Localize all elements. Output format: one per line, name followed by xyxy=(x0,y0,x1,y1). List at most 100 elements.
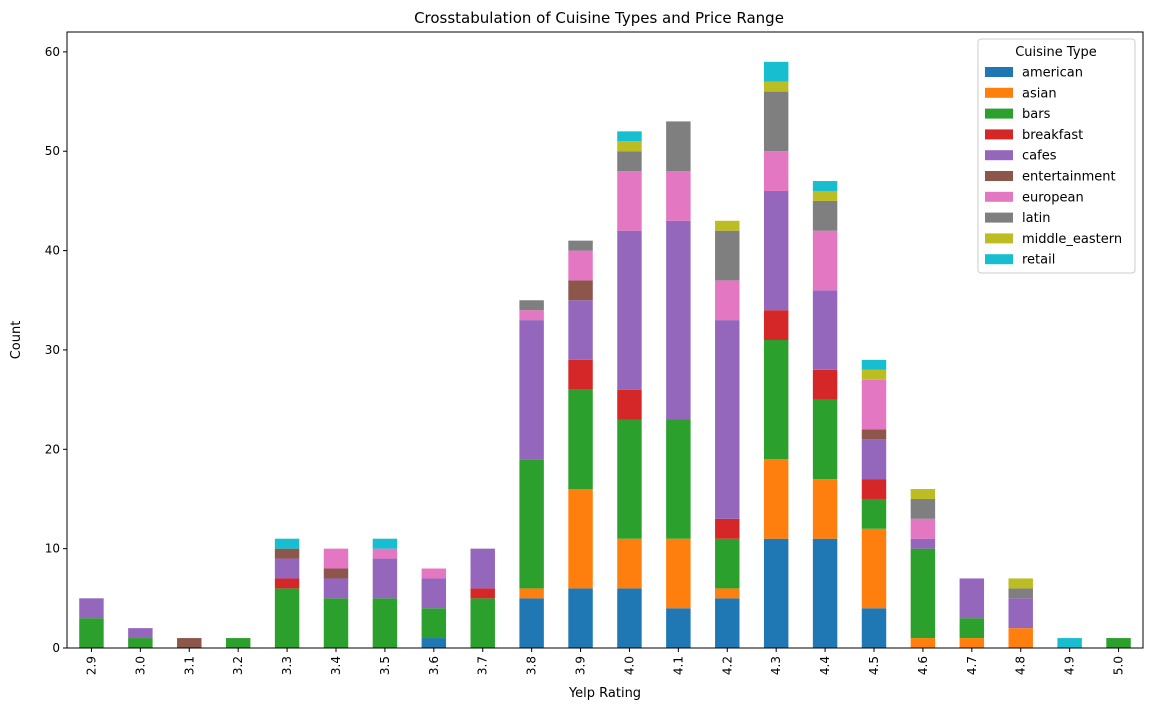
legend-swatch-middle_eastern xyxy=(985,233,1013,244)
bar-segment-european-3.4 xyxy=(323,548,349,569)
bar-segment-cafes-3.5 xyxy=(372,558,398,599)
y-tick-label: 30 xyxy=(45,343,60,357)
bar-segment-latin-4.6 xyxy=(910,498,936,519)
bar-segment-latin-4.2 xyxy=(715,230,740,281)
bar-segment-bars-3.4 xyxy=(323,598,349,648)
x-tick-label: 4.6 xyxy=(916,656,930,675)
bar-segment-breakfast-4.3 xyxy=(763,310,789,340)
bar-segment-breakfast-4.0 xyxy=(617,389,642,420)
bar-segment-american-4.4 xyxy=(812,538,838,648)
legend-swatch-cafes xyxy=(985,150,1013,161)
x-tick-label: 3.2 xyxy=(231,656,245,675)
legend-title: Cuisine Type xyxy=(1015,45,1097,60)
bar-segment-bars-3.7 xyxy=(470,598,495,648)
bar-segment-cafes-3.0 xyxy=(128,628,153,639)
bar-segment-european-4.1 xyxy=(666,171,691,221)
bar-segment-retail-4.9 xyxy=(1057,638,1082,648)
bar-segment-cafes-3.8 xyxy=(519,320,544,460)
bar-segment-middle_eastern-4.8 xyxy=(1008,578,1033,589)
bar-segment-american-3.8 xyxy=(519,598,544,648)
bar-segment-cafes-4.6 xyxy=(910,538,936,549)
bar-segment-middle_eastern-4.4 xyxy=(812,190,838,201)
bar-segment-cafes-2.9 xyxy=(79,598,104,619)
bar-segment-european-3.9 xyxy=(568,250,593,281)
legend-label-latin: latin xyxy=(1022,211,1051,226)
y-tick-label: 60 xyxy=(45,45,60,59)
y-tick-label: 10 xyxy=(45,542,60,556)
chart-title: Crosstabulation of Cuisine Types and Pri… xyxy=(414,9,784,27)
bar-segment-bars-3.0 xyxy=(128,638,153,648)
legend: Cuisine Type american asian bars breakfast c… xyxy=(977,38,1136,274)
x-tick-label: 4.2 xyxy=(720,656,734,675)
bar-segment-bars-4.2 xyxy=(715,538,740,589)
bar-segment-latin-4.8 xyxy=(1008,588,1033,599)
bar-segment-middle_eastern-4.3 xyxy=(763,81,789,92)
bar-segment-cafes-3.4 xyxy=(323,578,349,599)
bar-segment-cafes-4.4 xyxy=(812,290,838,370)
y-axis-label: Count xyxy=(9,321,24,360)
bar-segment-middle_eastern-4.5 xyxy=(861,369,887,380)
bar-segment-asian-4.6 xyxy=(910,638,936,648)
bar-segment-latin-3.8 xyxy=(519,300,544,311)
legend-label-retail: retail xyxy=(1022,253,1055,268)
legend-swatch-european xyxy=(985,191,1013,202)
bar-segment-european-3.8 xyxy=(519,310,544,321)
bar-segment-bars-3.2 xyxy=(225,638,251,648)
bar-segment-breakfast-3.3 xyxy=(274,578,300,589)
y-tick-label: 20 xyxy=(45,442,60,456)
bar-segment-european-4.6 xyxy=(910,518,936,539)
bar-segment-european-4.3 xyxy=(763,151,789,191)
bar-segment-middle_eastern-4.6 xyxy=(910,489,936,499)
x-tick-label: 3.4 xyxy=(329,656,343,675)
bar-segment-middle_eastern-4.2 xyxy=(715,220,740,231)
bar-segment-european-4.4 xyxy=(812,230,838,291)
legend-label-american: american xyxy=(1022,66,1083,81)
bar-segment-asian-4.3 xyxy=(763,459,789,539)
bar-segment-european-3.5 xyxy=(372,548,398,559)
bar-segment-breakfast-3.9 xyxy=(568,359,593,390)
bar-segment-bars-4.1 xyxy=(666,419,691,539)
bar-segment-latin-3.9 xyxy=(568,240,593,251)
bar-segment-cafes-4.1 xyxy=(666,220,691,420)
legend-label-cafes: cafes xyxy=(1022,149,1057,164)
x-tick-label: 3.3 xyxy=(280,656,294,675)
bar-segment-american-4.5 xyxy=(861,608,887,648)
legend-box xyxy=(977,38,1136,274)
legend-label-breakfast: breakfast xyxy=(1022,128,1083,143)
bar-segment-american-4.0 xyxy=(617,588,642,648)
legend-swatch-breakfast xyxy=(985,129,1013,140)
bar-segment-cafes-4.2 xyxy=(715,320,740,519)
x-tick-label: 3.6 xyxy=(427,656,441,675)
bar-segment-bars-3.9 xyxy=(568,389,593,490)
legend-swatch-retail xyxy=(985,254,1013,265)
bar-segment-bars-3.5 xyxy=(372,598,398,648)
bar-segment-cafes-4.7 xyxy=(959,578,985,619)
bar-segment-bars-4.4 xyxy=(812,399,838,480)
x-tick-label: 3.9 xyxy=(574,656,588,675)
bar-segment-breakfast-4.2 xyxy=(715,518,740,539)
bar-segment-entertainment-3.3 xyxy=(274,548,300,559)
bar-segment-latin-4.4 xyxy=(812,200,838,231)
legend-label-bars: bars xyxy=(1022,107,1051,122)
x-tick-label: 3.0 xyxy=(133,656,147,675)
x-tick-label: 5.0 xyxy=(1112,656,1126,675)
bar-segment-asian-4.0 xyxy=(617,538,642,589)
bar-segment-retail-3.5 xyxy=(372,538,398,549)
bar-segment-breakfast-4.4 xyxy=(812,369,838,400)
legend-swatch-american xyxy=(985,67,1013,77)
bar-segment-breakfast-3.7 xyxy=(470,588,495,599)
bar-segment-entertainment-3.4 xyxy=(323,568,349,579)
bar-segment-european-3.6 xyxy=(421,568,447,579)
bar-segment-bars-3.6 xyxy=(421,608,447,639)
bar-segment-bars-4.7 xyxy=(959,618,985,639)
bar-segment-retail-4.3 xyxy=(763,61,789,82)
bar-segment-retail-4.4 xyxy=(812,181,838,191)
x-tick-label: 2.9 xyxy=(85,656,99,675)
bar-segment-cafes-4.0 xyxy=(617,230,642,390)
x-tick-label: 4.4 xyxy=(818,656,832,675)
bar-segment-cafes-4.5 xyxy=(861,439,887,480)
bar-segment-european-4.2 xyxy=(715,280,740,321)
bar-segment-american-4.1 xyxy=(666,608,691,648)
x-tick-label: 3.5 xyxy=(378,656,392,675)
bar-segment-bars-3.8 xyxy=(519,459,544,589)
